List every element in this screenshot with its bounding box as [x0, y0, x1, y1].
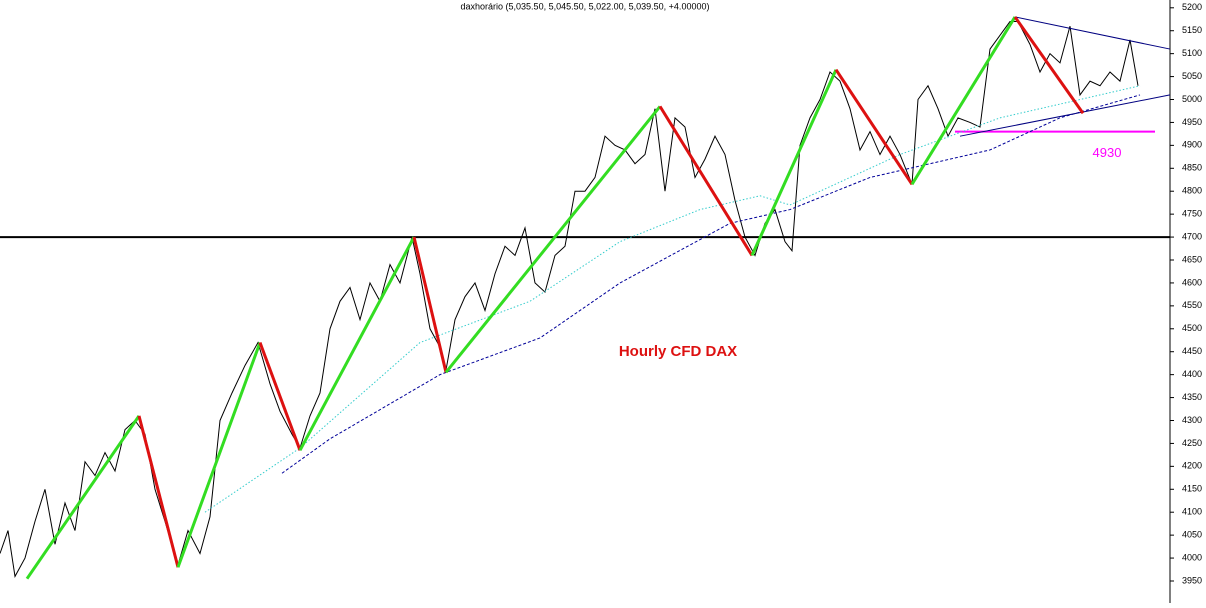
y-tick-label: 4550 [1182, 300, 1202, 310]
y-tick-label: 4250 [1182, 438, 1202, 448]
y-tick-label: 4800 [1182, 186, 1202, 196]
zigzag-segment [137, 415, 180, 568]
y-tick-label: 4400 [1182, 369, 1202, 379]
y-tick-label: 4350 [1182, 392, 1202, 402]
y-tick-label: 4050 [1182, 530, 1202, 540]
zigzag-segment [25, 415, 141, 580]
y-tick-label: 4600 [1182, 277, 1202, 287]
y-tick-label: 4850 [1182, 163, 1202, 173]
zigzag-segment [658, 105, 754, 257]
y-tick-label: 4200 [1182, 461, 1202, 471]
y-tick-label: 4450 [1182, 346, 1202, 356]
y-tick-label: 4500 [1182, 323, 1202, 333]
series-line [959, 94, 1171, 137]
y-tick-label: 4650 [1182, 254, 1202, 264]
chart-title: daxhorário (5,035.50, 5,045.50, 5,022.00… [461, 1, 710, 11]
zigzag-segment [1013, 16, 1085, 115]
y-tick-label: 4150 [1182, 484, 1202, 494]
series-line [1014, 16, 1171, 50]
annotation: Hourly CFD DAX [619, 343, 737, 360]
zigzag-segment [298, 236, 416, 452]
y-tick-label: 5050 [1182, 71, 1202, 81]
zigzag-segment [258, 342, 302, 451]
y-tick-label: 5000 [1182, 94, 1202, 104]
level-label: 4930 [1093, 145, 1122, 160]
zigzag-segment [910, 16, 1017, 186]
zigzag-segment [444, 105, 662, 374]
y-tick-label: 4000 [1182, 552, 1202, 562]
y-tick-label: 4700 [1182, 231, 1202, 241]
y-tick-label: 5200 [1182, 2, 1202, 12]
zigzag-segment [750, 69, 838, 257]
y-tick-label: 3950 [1182, 575, 1202, 585]
series-line [281, 94, 1141, 474]
y-tick-label: 4900 [1182, 140, 1202, 150]
zigzag-segment [834, 68, 914, 186]
y-tick-label: 4950 [1182, 117, 1202, 127]
y-tick-label: 5100 [1182, 48, 1202, 58]
series-line [204, 85, 1141, 513]
zigzag-segment [412, 236, 448, 373]
y-tick-label: 4750 [1182, 209, 1202, 219]
y-tick-label: 4100 [1182, 507, 1202, 517]
y-tick-label: 5150 [1182, 25, 1202, 35]
series-line [0, 21, 1139, 578]
zigzag-segment [176, 342, 262, 568]
y-tick-label: 4300 [1182, 415, 1202, 425]
